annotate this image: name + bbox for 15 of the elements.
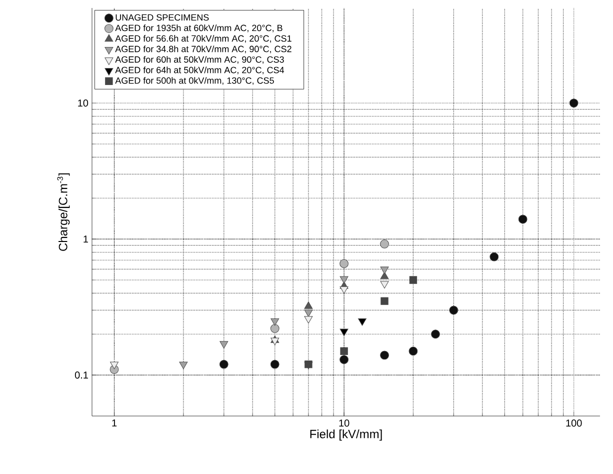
y-tick-label: 10 xyxy=(78,100,88,107)
legend-label: AGED for 56.6h at 70kV/mm AC, 20°C, CS1 xyxy=(115,35,292,43)
legend-label: AGED for 1935h at 60kV/mm AC, 20°C, B xyxy=(115,24,282,32)
y-tick-label: 0.1 xyxy=(74,372,88,379)
legend-label: AGED for 64h at 50kV/mm AC, 20°C, CS4 xyxy=(115,66,284,74)
legend-label: AGED for 34.8h at 70kV/mm AC, 90°C, CS2 xyxy=(115,46,292,54)
legend-label: UNAGED SPECIMENS xyxy=(116,14,209,21)
legend-label: AGED for 500h at 0kV/mm, 130°C, CS5 xyxy=(115,77,274,85)
y-tick-label: 1 xyxy=(84,236,88,242)
legend-label: AGED for 60h at 50kV/mm AC, 90°C, CS3 xyxy=(115,56,284,64)
x-tick-label: 10 xyxy=(339,420,350,427)
x-tick-label: 100 xyxy=(566,420,582,427)
x-axis-title: Field [kV/mm] xyxy=(310,429,382,441)
x-tick-label: 1 xyxy=(112,420,117,426)
y-axis-title: Charge/[C.m$^{-3}$] xyxy=(57,173,70,251)
